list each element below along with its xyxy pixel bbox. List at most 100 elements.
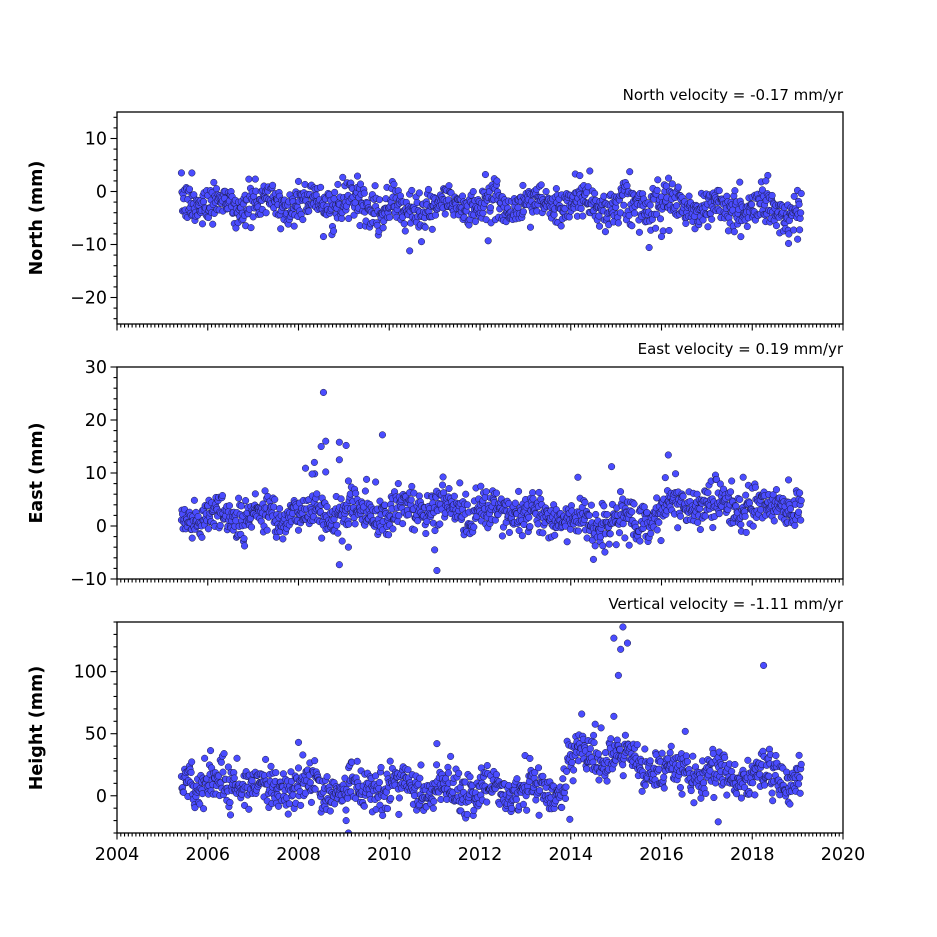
east-data-point (410, 526, 419, 534)
height-data-point (377, 763, 385, 771)
north-data-point (704, 223, 712, 231)
height-data-point (689, 752, 697, 760)
east-data-point (276, 505, 284, 513)
east-data-point (625, 541, 633, 549)
east-outlier-point (308, 470, 316, 478)
height-outlier-point (760, 661, 768, 669)
east-data-point (279, 535, 287, 543)
east-data-point (795, 508, 803, 516)
north-data-point (379, 224, 387, 232)
north-data-point (339, 173, 347, 181)
height-data-point (519, 800, 527, 808)
height-data-point (569, 777, 577, 785)
height-data-point (666, 749, 674, 757)
height-x-tick-label: 2018 (730, 845, 775, 865)
north-data-point (646, 201, 654, 209)
north-data-point (417, 238, 426, 246)
height-outlier-point (294, 738, 303, 746)
height-x-tick-label: 2004 (95, 845, 140, 865)
height-data-point (274, 802, 283, 810)
east-data-point (741, 512, 749, 520)
height-axes: 2004 2006 2008 2010 2012 2014 2016 2018 2020 0 50 1… (74, 621, 865, 865)
north-data-point (415, 189, 423, 197)
height-data-point (721, 754, 729, 762)
height-data-point (536, 786, 544, 795)
north-data-point (748, 200, 756, 208)
height-data-point (607, 735, 615, 743)
height-data-point (262, 755, 270, 763)
height-x-tick-label: 2014 (548, 845, 593, 865)
height-outlier-point (610, 712, 618, 720)
north-data-point (251, 175, 259, 183)
east-data-point (581, 498, 589, 506)
height-data-point (562, 783, 570, 791)
height-data-point (513, 775, 521, 783)
height-data-point (386, 757, 394, 765)
height-data-point (641, 781, 649, 789)
east-outlier-point (344, 477, 352, 485)
height-data-point (284, 810, 292, 818)
north-data-point (245, 175, 253, 183)
height-data-point (526, 754, 534, 762)
north-data-point (204, 214, 212, 222)
height-data-point (590, 739, 598, 747)
east-data-point (505, 528, 513, 537)
east-data-point (713, 475, 721, 484)
height-data-point (667, 742, 675, 750)
north-data-point (600, 192, 608, 200)
east-data-point (591, 542, 599, 550)
height-data-point (523, 806, 531, 814)
height-outlier-point (433, 740, 441, 748)
east-outlier-point (322, 468, 330, 476)
east-data-point (515, 487, 523, 495)
north-data-point (623, 182, 631, 190)
north-outlier-point (794, 235, 802, 243)
height-data-point (180, 788, 188, 796)
height-data-point (702, 789, 710, 798)
north-data-point (469, 188, 477, 196)
height-data-point (248, 777, 256, 785)
east-data-point (742, 491, 750, 499)
east-scatter-points (177, 388, 805, 575)
height-data-point (561, 794, 570, 803)
east-data-point (751, 483, 759, 491)
north-data-point (421, 223, 429, 231)
east-outlier-point (664, 451, 672, 459)
north-data-point (200, 198, 208, 206)
east-outlier-point (433, 566, 441, 575)
height-data-point (306, 779, 314, 787)
north-data-point (708, 215, 716, 223)
east-data-point (235, 494, 243, 502)
east-data-point (716, 480, 724, 488)
east-data-point (394, 480, 402, 488)
east-velocity-title: East velocity = 0.19 mm/yr (638, 340, 844, 358)
height-outlier-point (614, 671, 622, 679)
east-data-point (204, 525, 212, 533)
height-data-point (220, 750, 228, 758)
east-outlier-point (319, 388, 328, 396)
east-outlier-point (431, 546, 439, 554)
north-data-point (262, 209, 270, 217)
east-data-point (414, 517, 422, 525)
east-data-point (301, 464, 310, 472)
east-data-point (399, 520, 407, 528)
east-data-point (518, 532, 526, 540)
height-x-tick-label: 2012 (458, 845, 503, 865)
height-data-point (619, 772, 627, 780)
height-data-point (230, 774, 238, 782)
east-outlier-point (608, 463, 616, 471)
north-data-point (631, 209, 639, 217)
east-data-point (742, 528, 750, 537)
north-scatter-points (177, 167, 805, 255)
height-data-point (311, 785, 319, 793)
height-data-point (795, 780, 803, 788)
height-data-point (583, 765, 591, 773)
height-data-point (749, 779, 757, 787)
north-data-point (390, 180, 398, 188)
height-data-point (772, 751, 780, 760)
east-data-point (436, 520, 444, 528)
north-data-point (772, 222, 780, 230)
east-outlier-point (335, 438, 343, 446)
north-data-point (210, 178, 218, 186)
north-data-point (373, 221, 381, 229)
